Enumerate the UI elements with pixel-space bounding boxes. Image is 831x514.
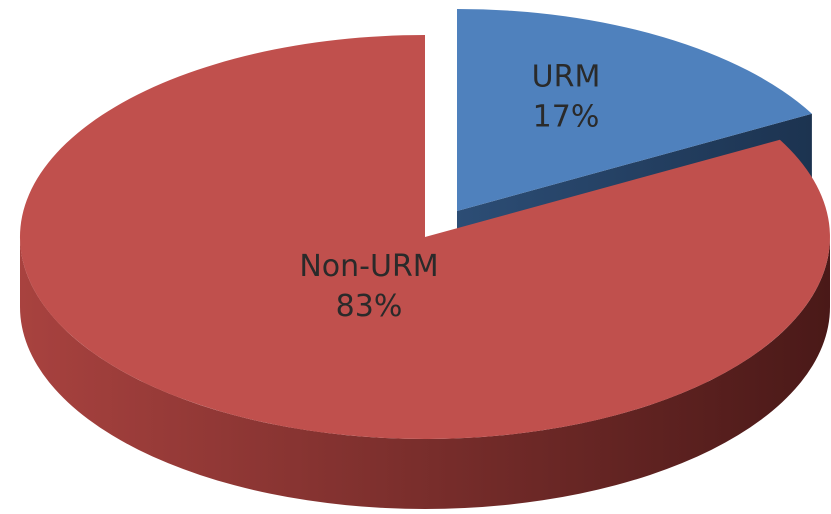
slice: [457, 9, 812, 211]
slice-label: URM: [532, 59, 601, 94]
slice-label: Non-URM: [299, 249, 438, 284]
value-label: 83%: [336, 289, 403, 324]
slice: [19, 34, 830, 439]
value-label: 17%: [533, 99, 600, 134]
slice-side: [20, 237, 830, 509]
